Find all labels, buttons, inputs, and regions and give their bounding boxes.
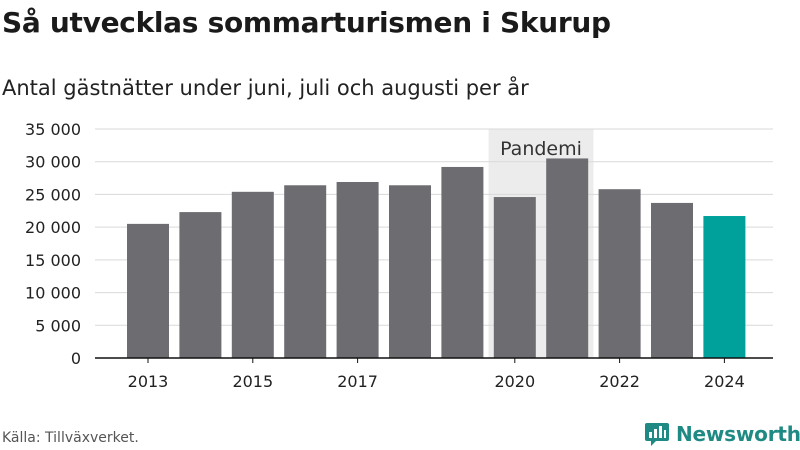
x-axis-tick-labels: 2013 2015 2017 2020 2022 2024	[128, 358, 745, 391]
bar-2024	[703, 216, 746, 358]
y-tick-label: 35 000	[25, 120, 81, 139]
chart-subtitle: Antal gästnätter under juni, juli och au…	[2, 76, 529, 100]
bar-2021	[546, 158, 589, 358]
bar-series	[127, 158, 746, 358]
bar-2023	[651, 202, 693, 358]
y-tick-label: 5 000	[35, 316, 81, 335]
y-tick-label: 20 000	[25, 218, 81, 237]
bar-2019	[441, 166, 484, 358]
newsworthy-logo[interactable]: Newsworthy	[644, 420, 800, 448]
bar-chart: Pandemi 0 5 000 10 000 15 000 20 000 25 000 30…	[25, 120, 773, 391]
chart-title: Så utvecklas sommarturismen i Skurup	[2, 6, 611, 39]
x-tick-label: 2015	[232, 372, 273, 391]
bar-2014	[179, 212, 222, 358]
x-tick-label: 2024	[704, 372, 745, 391]
bar-2017	[336, 181, 379, 358]
bar-2018	[389, 185, 431, 358]
y-tick-label: 25 000	[25, 185, 81, 204]
bar-2013	[127, 223, 169, 358]
bar-2016	[284, 185, 327, 358]
bar-2015	[231, 191, 274, 358]
y-axis-tick-labels: 0 5 000 10 000 15 000 20 000 25 000 30 000 35 0…	[25, 120, 81, 368]
x-tick-label: 2022	[599, 372, 640, 391]
bar-2022	[598, 189, 641, 358]
newsworthy-logo-text: Newsworthy	[676, 422, 800, 446]
y-tick-label: 0	[71, 349, 81, 368]
source-note: Källa: Tillväxverket.	[2, 430, 139, 446]
y-tick-label: 10 000	[25, 284, 81, 303]
y-tick-label: 15 000	[25, 251, 81, 270]
x-tick-label: 2013	[128, 372, 169, 391]
x-tick-label: 2017	[337, 372, 378, 391]
y-tick-label: 30 000	[25, 153, 81, 172]
annotation-label: Pandemi	[500, 138, 582, 160]
newsworthy-logo-icon	[645, 423, 669, 446]
bar-2020	[493, 197, 536, 358]
annotation-labels: Pandemi	[500, 138, 582, 160]
x-tick-label: 2020	[494, 372, 535, 391]
